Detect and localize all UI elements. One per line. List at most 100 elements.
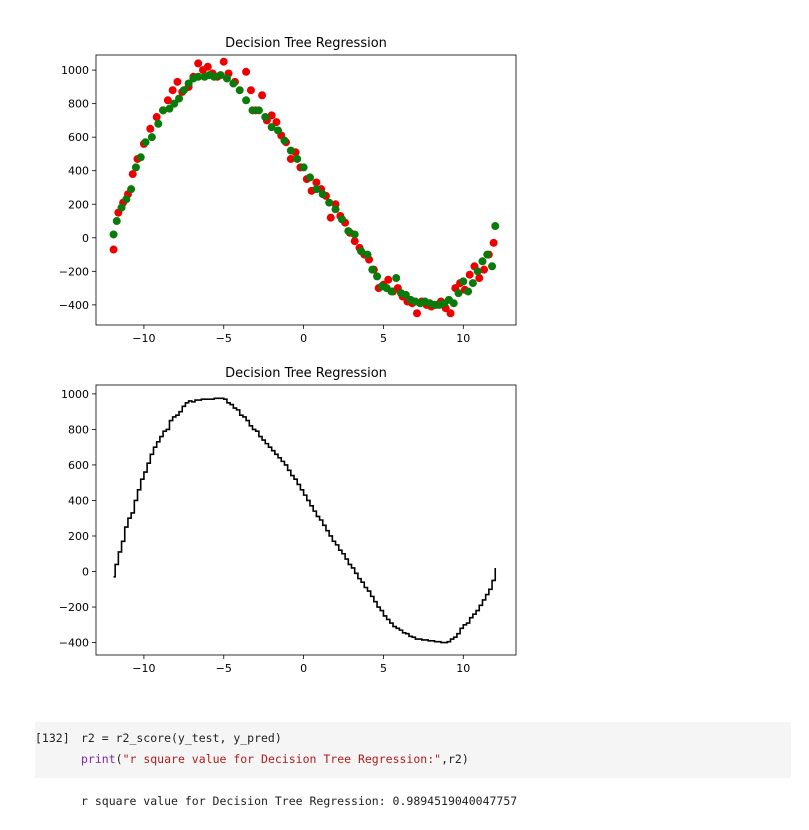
data-point <box>246 86 255 95</box>
x-tick-label: 0 <box>300 662 307 675</box>
data-point <box>454 289 463 298</box>
data-point <box>480 265 489 274</box>
y-tick-label: 400 <box>68 165 89 178</box>
code-cell[interactable]: [132] r2 = r2_score(y_test, y_pred) prin… <box>35 722 791 778</box>
data-point <box>184 79 193 88</box>
data-point <box>194 72 203 81</box>
data-point <box>473 267 482 276</box>
x-tick-label: 10 <box>456 662 470 675</box>
data-point <box>326 213 335 222</box>
x-tick-label: −10 <box>132 662 155 675</box>
data-point <box>325 198 334 207</box>
line-plot: Decision Tree Regression −10 −5 0 5 10 −400 −20… <box>59 366 517 675</box>
x-tick-label: 5 <box>380 662 387 675</box>
data-point <box>373 272 382 281</box>
code-args-rest: ,r2) <box>441 752 469 766</box>
data-point <box>109 230 118 239</box>
data-point <box>465 270 474 279</box>
y-tick-label: 1000 <box>61 64 89 77</box>
y-tick-label: 1000 <box>61 388 89 401</box>
data-point <box>286 154 295 163</box>
data-point <box>163 96 172 105</box>
data-point <box>384 275 393 284</box>
chart-title: Decision Tree Regression <box>225 36 387 51</box>
y-tick-label: 200 <box>68 530 89 543</box>
data-point <box>280 136 289 145</box>
data-point <box>229 79 238 88</box>
data-point <box>154 119 163 128</box>
code-string-literal: "r square value for Decision Tree Regres… <box>122 752 442 766</box>
data-point <box>483 250 492 259</box>
data-point <box>117 203 126 212</box>
x-tick-label: 5 <box>380 332 387 345</box>
data-point <box>305 173 314 182</box>
data-point <box>446 309 455 318</box>
data-point <box>222 74 231 83</box>
data-point <box>350 237 359 246</box>
data-point <box>312 178 321 187</box>
data-point <box>152 113 161 122</box>
data-point <box>267 123 276 132</box>
data-point <box>242 67 251 76</box>
x-tick-label: 10 <box>456 332 470 345</box>
data-point <box>173 77 182 86</box>
data-point <box>147 133 156 142</box>
y-tick-label: 0 <box>82 566 89 579</box>
data-point <box>337 215 346 224</box>
data-point <box>131 163 140 172</box>
plot-frame <box>95 54 517 326</box>
x-tick-label: −5 <box>216 332 232 345</box>
y-tick-label: 600 <box>68 459 89 472</box>
data-point <box>357 247 366 256</box>
cell-output: r square value for Decision Tree Regress… <box>81 794 518 808</box>
y-tick-label: 200 <box>68 198 89 211</box>
data-point <box>363 250 372 259</box>
data-point <box>272 118 281 127</box>
y-tick-label: 800 <box>68 98 89 111</box>
chart-title: Decision Tree Regression <box>225 366 387 381</box>
data-point <box>235 86 244 95</box>
data-point <box>344 227 353 236</box>
data-point <box>299 163 308 172</box>
data-point <box>112 217 121 226</box>
x-tick-label: −5 <box>216 662 232 675</box>
data-point <box>401 290 410 299</box>
data-point <box>475 274 484 283</box>
y-tick-label: 400 <box>68 494 89 507</box>
data-point <box>242 96 251 105</box>
scatter-series-0 <box>109 57 498 318</box>
x-tick-label: −10 <box>132 332 155 345</box>
data-point <box>175 94 184 103</box>
data-point <box>258 91 267 100</box>
data-point <box>274 126 283 135</box>
data-point <box>194 59 203 68</box>
plot-frame <box>95 384 517 656</box>
data-point <box>159 106 168 115</box>
data-point <box>387 287 396 296</box>
y-tick-label: 0 <box>82 232 89 245</box>
data-point <box>261 113 270 122</box>
code-print-builtin: print <box>81 752 116 766</box>
data-point <box>170 99 179 108</box>
data-point <box>109 245 118 254</box>
code-line-2: print("r square value for Decision Tree … <box>81 752 469 766</box>
data-point <box>146 124 155 133</box>
data-point <box>331 205 340 214</box>
data-point <box>141 138 150 147</box>
y-tick-label: −400 <box>59 637 89 650</box>
x-tick-label: 0 <box>300 332 307 345</box>
data-point <box>449 299 458 308</box>
data-point <box>488 262 497 271</box>
scatter-plot: Decision Tree Regression −10 −5 0 5 10 −400 −20… <box>59 36 517 345</box>
data-point <box>489 238 498 247</box>
code-line-1: r2 = r2_score(y_test, y_pred) <box>81 731 282 745</box>
data-point <box>179 86 188 95</box>
data-point <box>478 257 487 266</box>
data-point <box>127 185 136 194</box>
data-point <box>286 146 295 155</box>
y-tick-label: −200 <box>59 265 89 278</box>
data-point <box>459 277 468 286</box>
data-point <box>318 190 327 199</box>
data-point <box>350 230 359 239</box>
data-point <box>216 71 225 80</box>
